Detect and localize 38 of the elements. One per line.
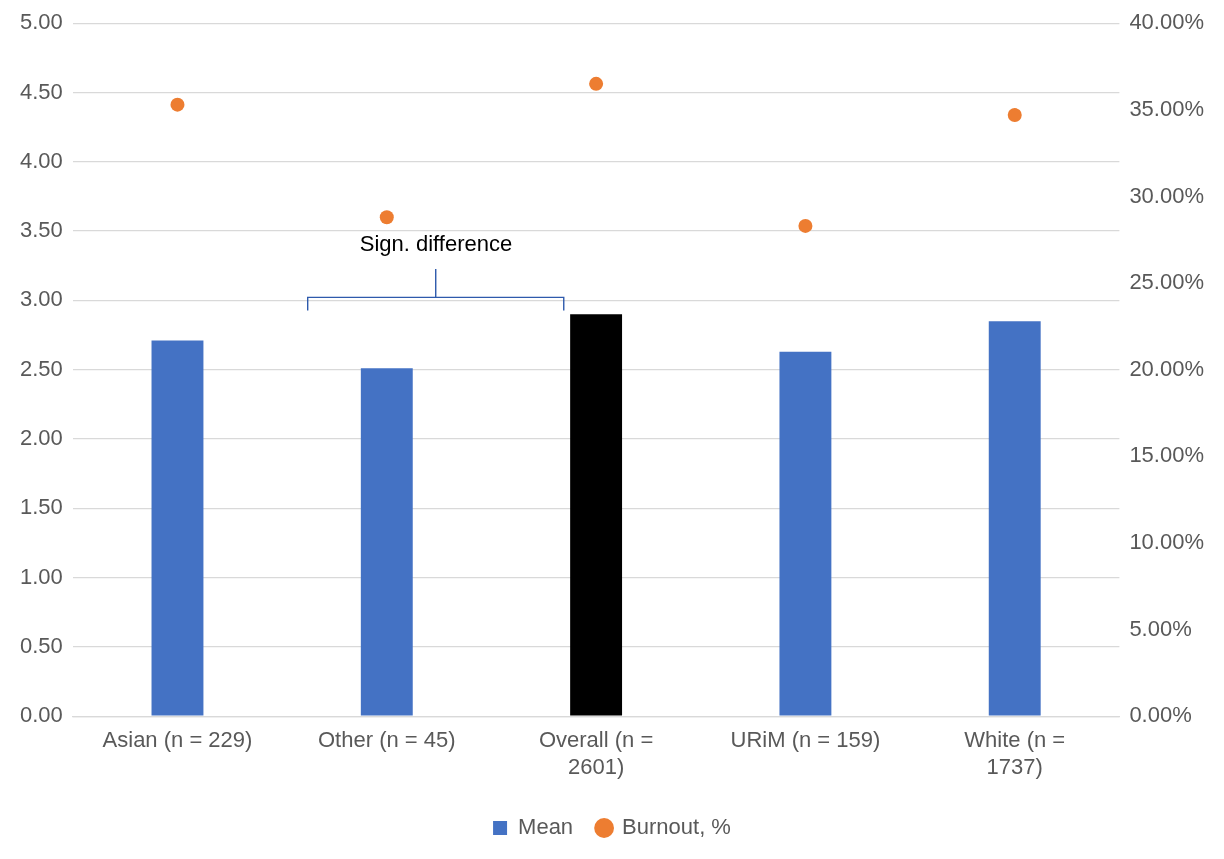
x-tick-label: Asian (n = 229) bbox=[102, 727, 253, 753]
annotation: Sign. difference bbox=[359, 231, 513, 257]
y-tick-label: 1.00 bbox=[19, 563, 63, 589]
y2-tick-label: 30.00% bbox=[1129, 182, 1205, 208]
legend-label: Mean bbox=[518, 814, 574, 840]
y2-tick-label: 10.00% bbox=[1129, 529, 1205, 555]
x-tick-label: URiM (n = 159) bbox=[730, 727, 881, 753]
y2-tick-label: 40.00% bbox=[1129, 9, 1205, 35]
y2-tick-label: 5.00% bbox=[1129, 615, 1192, 641]
y-tick-label: 3.00 bbox=[19, 286, 63, 312]
y-tick-label: 4.00 bbox=[19, 147, 63, 173]
bar bbox=[570, 314, 623, 716]
point bbox=[170, 97, 185, 112]
x-tick-label: White (n = 1737) bbox=[964, 727, 1066, 779]
point bbox=[798, 218, 813, 233]
y2-tick-label: 0.00% bbox=[1129, 702, 1192, 728]
y2-tick-label: 15.00% bbox=[1129, 442, 1205, 468]
bar bbox=[360, 368, 413, 716]
y2-tick-label: 25.00% bbox=[1129, 269, 1205, 295]
point bbox=[589, 76, 604, 91]
bar bbox=[779, 351, 832, 716]
y-tick-label: 5.00 bbox=[19, 9, 63, 35]
y2-tick-label: 20.00% bbox=[1129, 355, 1205, 381]
x-tick-label: Other (n = 45) bbox=[318, 727, 456, 753]
y-tick-label: 0.50 bbox=[19, 632, 63, 658]
y-tick-label: 2.00 bbox=[19, 425, 63, 451]
legend-label: Burnout, % bbox=[622, 814, 731, 840]
y-tick-label: 0.00 bbox=[19, 702, 63, 728]
point bbox=[1007, 108, 1022, 123]
bar bbox=[988, 321, 1041, 716]
y-tick-label: 2.50 bbox=[19, 355, 63, 381]
point bbox=[379, 210, 394, 225]
y-tick-label: 4.50 bbox=[19, 78, 63, 104]
x-tick-label: Overall (n = 2601) bbox=[538, 727, 654, 779]
y-tick-label: 3.50 bbox=[19, 217, 63, 243]
bar bbox=[151, 340, 204, 716]
y2-tick-label: 35.00% bbox=[1129, 95, 1205, 121]
y-tick-label: 1.50 bbox=[19, 494, 63, 520]
